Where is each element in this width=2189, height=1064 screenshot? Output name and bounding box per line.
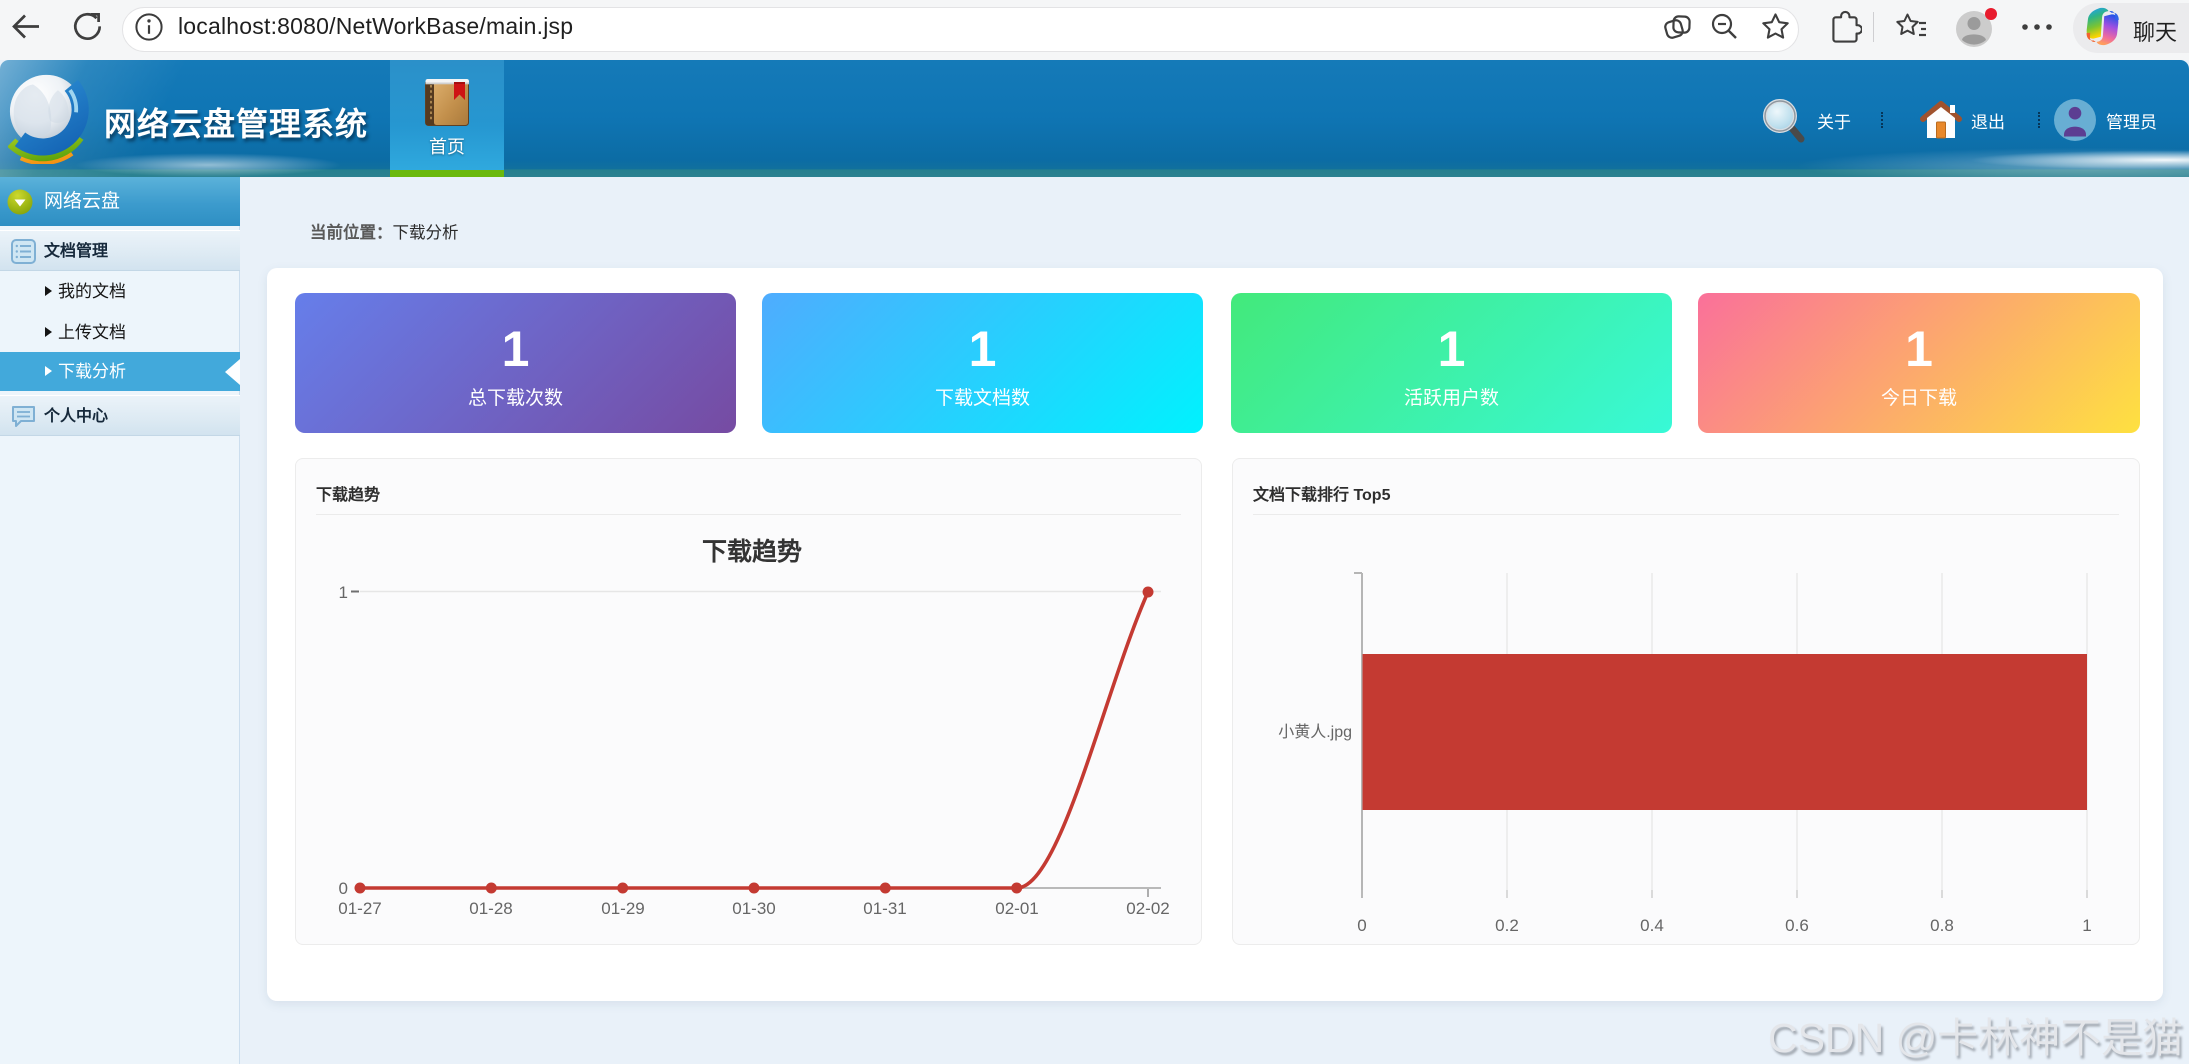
svg-text:0.2: 0.2 xyxy=(1495,916,1519,935)
svg-text:0.6: 0.6 xyxy=(1785,916,1809,935)
svg-text:1: 1 xyxy=(2082,916,2091,935)
svg-text:1: 1 xyxy=(339,583,348,602)
svg-text:01-29: 01-29 xyxy=(601,899,644,918)
svg-text:0: 0 xyxy=(1357,916,1366,935)
svg-text:01-30: 01-30 xyxy=(732,899,775,918)
svg-text:01-31: 01-31 xyxy=(863,899,906,918)
svg-text:0: 0 xyxy=(339,879,348,898)
svg-text:0.8: 0.8 xyxy=(1930,916,1954,935)
svg-text:01-27: 01-27 xyxy=(338,899,381,918)
svg-text:01-28: 01-28 xyxy=(469,899,512,918)
svg-text:02-01: 02-01 xyxy=(995,899,1038,918)
svg-text:0.4: 0.4 xyxy=(1640,916,1664,935)
svg-text:小黄人.jpg: 小黄人.jpg xyxy=(1278,723,1352,741)
svg-text:02-02: 02-02 xyxy=(1126,899,1169,918)
svg-text:下载趋势: 下载趋势 xyxy=(702,538,802,566)
